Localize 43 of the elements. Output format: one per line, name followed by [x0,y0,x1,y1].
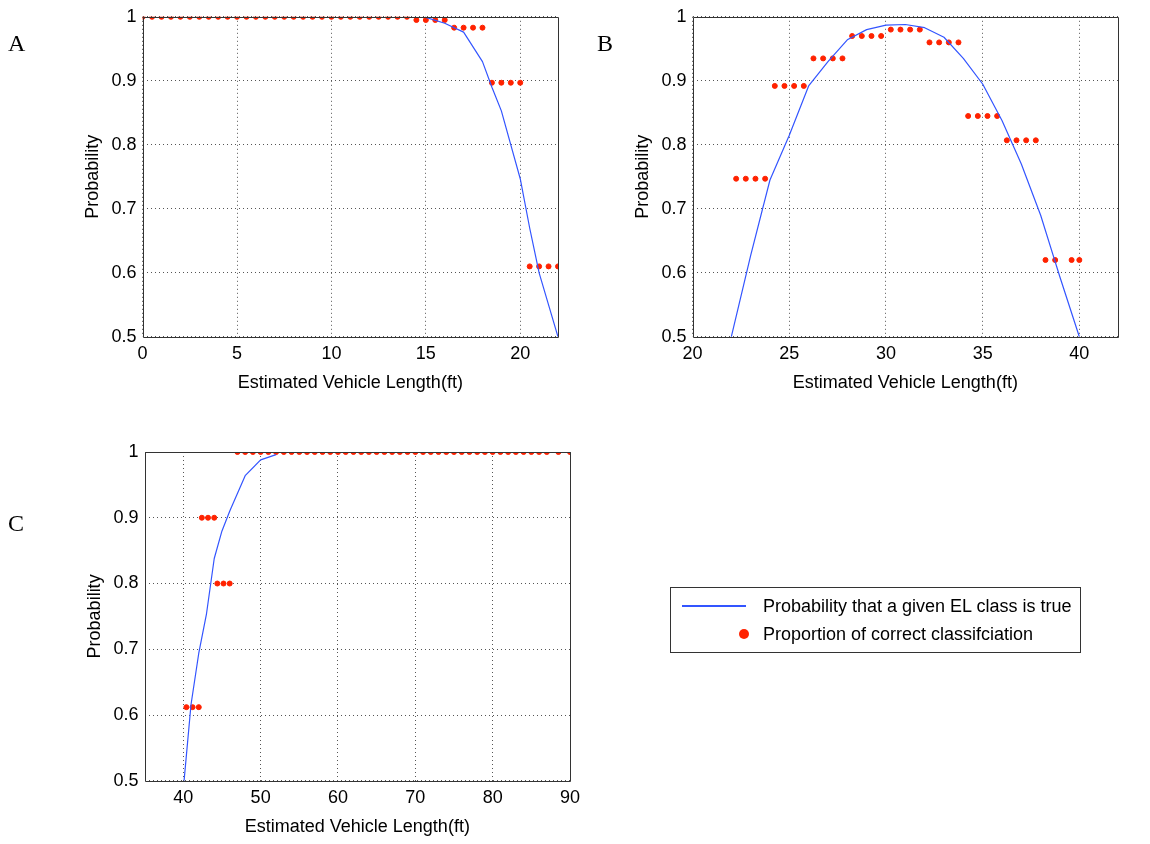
y-tick-label: 0.9 [113,506,139,527]
x-tick-label: 5 [232,342,243,363]
x-tick-label: 15 [415,342,436,363]
text: C [8,510,25,537]
y-tick-label: 0.9 [661,69,687,90]
x-tick-label: 10 [321,342,342,363]
y-tick-label: 0.8 [661,133,687,154]
x-tick-label: 40 [1069,342,1090,363]
x-tick-label: 35 [972,342,993,363]
x-tick-label: 30 [875,342,896,363]
text: B [597,30,614,57]
text: A [8,30,26,57]
y-tick-label: 1 [128,440,139,461]
y-tick-label: 1 [126,5,137,26]
x-tick-label: 50 [250,786,271,807]
y-axis-title: Probability [81,134,102,219]
y-tick-label: 0.7 [113,638,139,659]
x-tick-label: 25 [779,342,800,363]
y-tick-label: 0.6 [113,704,139,725]
y-tick-label: 0.5 [113,769,139,790]
y-tick-label: 0.8 [113,572,139,593]
y-tick-label: 0.7 [111,197,137,218]
legend-label: Probability that a given EL class is true [763,595,1072,617]
x-axis-title: Estimated Vehicle Length(ft) [792,372,1018,393]
legend-label: Proportion of correct classifciation [763,623,1034,645]
y-tick-label: 1 [676,5,687,26]
x-tick-label: 20 [510,342,531,363]
x-tick-label: 90 [559,786,581,807]
x-axis-title: Estimated Vehicle Length(ft) [237,372,463,393]
y-tick-label: 0.9 [111,69,137,90]
y-axis-title: Probability [83,574,104,659]
x-axis-title: Estimated Vehicle Length(ft) [244,816,470,837]
y-tick-label: 0.5 [111,325,137,346]
y-axis-title: Probability [631,134,652,219]
x-tick-label: 60 [327,786,348,807]
y-tick-label: 0.8 [111,133,137,154]
y-tick-label: 0.6 [111,261,137,282]
x-tick-label: 70 [405,786,426,807]
y-tick-label: 0.7 [661,197,687,218]
x-tick-label: 0 [137,342,148,363]
x-tick-label: 80 [482,786,503,807]
x-tick-label: 40 [173,786,194,807]
y-tick-label: 0.6 [661,261,687,282]
